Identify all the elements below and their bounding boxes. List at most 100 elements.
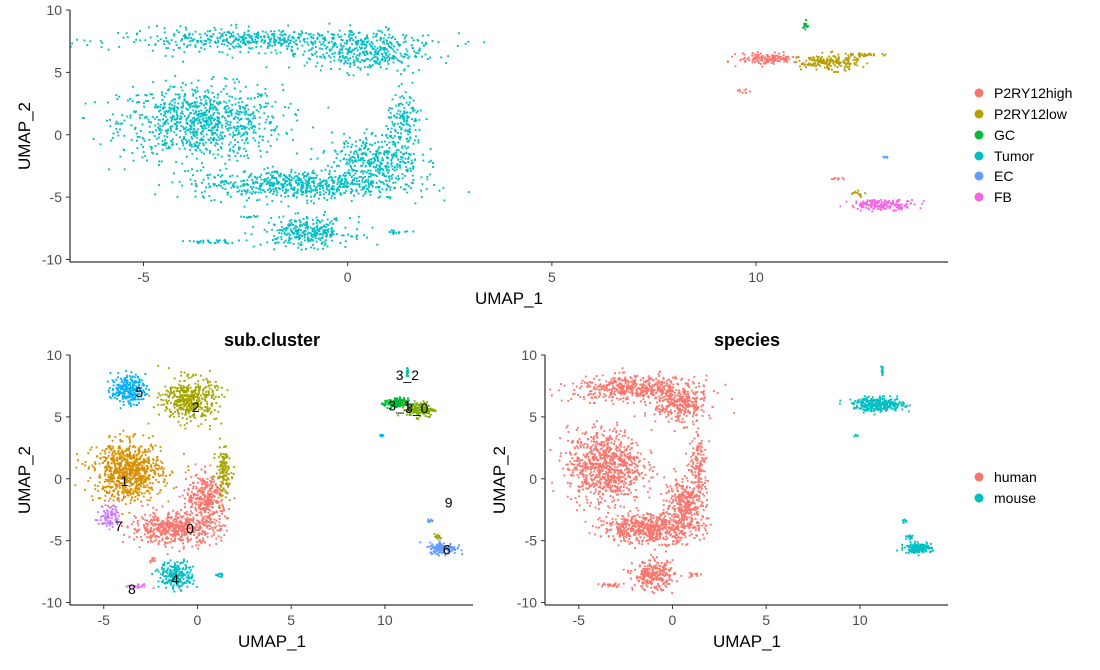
point: [273, 39, 276, 42]
point: [844, 63, 847, 65]
point: [247, 196, 250, 199]
point: [326, 218, 329, 221]
point: [206, 498, 209, 501]
point: [214, 484, 217, 487]
point: [165, 482, 168, 485]
point: [256, 83, 259, 86]
point: [331, 239, 333, 242]
point: [220, 536, 223, 539]
point: [183, 99, 186, 102]
point: [437, 40, 440, 43]
point: [321, 236, 324, 239]
point: [146, 159, 148, 162]
legend-key-p2ry12low: [974, 109, 984, 119]
point: [175, 109, 178, 112]
point: [307, 240, 310, 243]
point: [194, 106, 197, 108]
point: [287, 205, 290, 208]
point: [340, 193, 343, 196]
point: [291, 45, 294, 48]
point: [151, 519, 154, 522]
point: [217, 241, 220, 243]
point: [858, 193, 861, 195]
point: [241, 184, 244, 187]
point: [145, 530, 148, 533]
point: [412, 230, 415, 233]
point: [378, 62, 381, 65]
point: [245, 150, 248, 153]
point: [342, 45, 345, 48]
point: [259, 107, 262, 109]
point: [385, 134, 388, 137]
point: [328, 193, 331, 196]
point: [292, 188, 295, 191]
point: [306, 217, 309, 220]
point: [766, 59, 769, 62]
point: [218, 122, 221, 125]
point: [392, 229, 395, 232]
point: [366, 34, 369, 37]
point: [336, 183, 339, 186]
point: [230, 112, 233, 115]
point: [407, 104, 410, 106]
point: [376, 157, 379, 160]
point: [157, 543, 160, 546]
point: [306, 187, 309, 190]
point: [210, 98, 212, 101]
point: [104, 474, 107, 477]
point: [212, 183, 215, 185]
point: [347, 35, 350, 38]
point: [339, 183, 342, 186]
point: [200, 542, 203, 545]
point: [207, 129, 210, 132]
point: [372, 48, 375, 51]
point: [177, 537, 180, 540]
point: [788, 58, 791, 61]
point: [290, 187, 293, 190]
point: [247, 51, 250, 54]
point: [194, 474, 197, 477]
point: [337, 164, 340, 167]
point: [903, 205, 906, 208]
point: [318, 47, 321, 50]
point: [232, 131, 235, 134]
point: [400, 115, 402, 118]
point: [440, 56, 443, 59]
point: [313, 231, 316, 234]
point: [359, 39, 362, 42]
point: [417, 49, 420, 52]
point: [263, 42, 266, 45]
point: [161, 91, 163, 94]
point: [194, 131, 197, 134]
point: [142, 146, 145, 148]
point: [231, 103, 234, 106]
point: [202, 539, 205, 542]
point: [251, 47, 254, 50]
point: [306, 184, 309, 187]
point: [919, 207, 922, 210]
point: [378, 179, 381, 182]
point: [245, 117, 248, 120]
point: [382, 173, 385, 176]
point: [397, 135, 400, 138]
point: [198, 50, 201, 53]
point: [799, 65, 801, 68]
point: [284, 106, 287, 109]
point: [135, 139, 138, 142]
point: [249, 114, 252, 117]
point: [208, 499, 211, 501]
point: [748, 59, 751, 62]
point: [234, 115, 237, 118]
point: [224, 241, 227, 244]
point: [237, 146, 240, 149]
point: [237, 148, 240, 151]
point: [218, 50, 221, 53]
point: [234, 103, 237, 106]
point: [234, 36, 237, 39]
point: [204, 99, 207, 102]
point: [327, 230, 330, 233]
point: [200, 512, 203, 515]
point: [405, 123, 408, 126]
point: [379, 61, 381, 64]
point: [125, 32, 128, 35]
